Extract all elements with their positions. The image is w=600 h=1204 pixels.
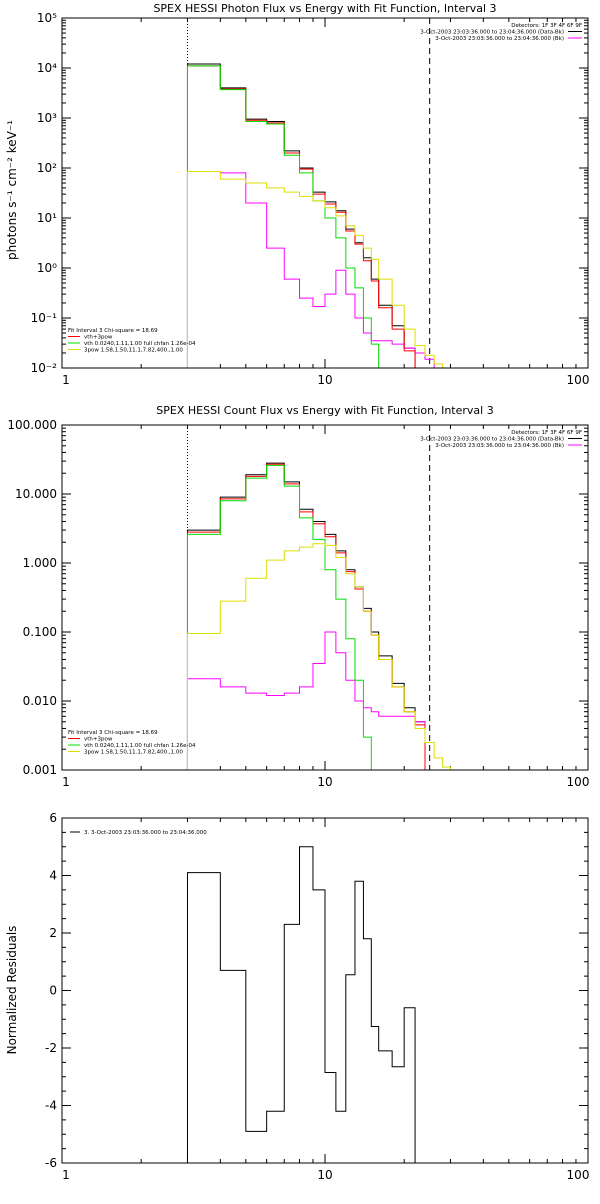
series-group — [186, 63, 444, 368]
series-group — [186, 846, 416, 1163]
legend-fit-header: Fit Interval 3 Chi-square = 18.69 — [68, 328, 158, 334]
x-tick-label: 1 — [62, 373, 70, 387]
legend-entry: 3-Oct-2003 23:03:36.000 to 23:04:36.000 … — [435, 36, 564, 42]
chart-title: SPEX HESSI Photon Flux vs Energy with Fi… — [153, 2, 496, 15]
y-tick-label: 0.001 — [23, 763, 57, 777]
y-axis-ticks: 10⁻² 10⁻¹ 10⁰ 10¹ 10² 10³ 10⁴ 10⁵ — [31, 11, 588, 375]
x-tick-label: 10 — [317, 775, 332, 789]
series-3pow-line — [186, 543, 451, 770]
legend-entry: 3-Oct-2003 23:03:36.000 to 23:04:36.000 … — [420, 437, 564, 443]
x-tick-label: 1 — [62, 775, 70, 789]
legend-top-right: Detectors: 1F 3F 4F 6F 9F3-Oct-2003 23:0… — [420, 430, 582, 449]
x-tick-label: 10 — [317, 1168, 332, 1182]
legend-detectors: Detectors: 1F 3F 4F 6F 9F — [511, 430, 582, 436]
x-tick-label: 100 — [567, 775, 590, 789]
x-tick-label: 1 — [62, 1168, 70, 1182]
series-bk-line — [186, 171, 435, 368]
series-group — [186, 462, 451, 770]
count-flux-panel: SPEX HESSI Count Flux vs Energy with Fit… — [7, 404, 590, 789]
y-tick-label: 0.100 — [23, 625, 57, 639]
y-tick-label: 1.000 — [23, 556, 57, 570]
y-tick-label: 6 — [49, 811, 57, 825]
series-data-bk-line — [186, 63, 416, 368]
series-data-bk-line — [186, 462, 426, 770]
plot-frame — [61, 17, 589, 369]
legend-entry: vth+3pow — [84, 335, 113, 341]
y-tick-label: 0.010 — [23, 694, 57, 708]
legend-bottom-left: Fit Interval 3 Chi-square = 18.69vth+3po… — [68, 328, 196, 354]
legend-fit-header: Fit Interval 3 Chi-square = 18.69 — [68, 730, 158, 736]
chart-title: SPEX HESSI Count Flux vs Energy with Fit… — [156, 404, 493, 417]
y-tick-label: 10⁻¹ — [31, 311, 58, 325]
residuals-panel: Normalized Residuals 1 10 100 -6 -4 -2 0 2 4 6 3. 3… — [5, 811, 590, 1182]
legend-entry: 3-Oct-2003 23:03:36.000 to 23:04:36.000 … — [420, 30, 564, 36]
legend-entry: vth 0.0240,1.11,1.00 full chfan 1.26e-04 — [84, 743, 196, 749]
plot-frame — [61, 817, 589, 1164]
y-axis-ticks: 0.001 0.010 0.100 1.000 10.000 100.000 — [7, 418, 588, 777]
y-tick-label: 10² — [37, 161, 57, 175]
legend-entry: 3-Oct-2003 23:03:36.000 to 23:04:36.000 … — [435, 443, 564, 449]
y-tick-label: -6 — [45, 1156, 57, 1170]
y-tick-label: -2 — [45, 1041, 57, 1055]
legend-bottom-left: Fit Interval 3 Chi-square = 18.69vth+3po… — [68, 730, 196, 756]
series-vth-line — [186, 65, 380, 368]
series-vth-line — [186, 464, 372, 770]
y-tick-label: 10³ — [37, 111, 57, 125]
y-tick-label: 10⁴ — [37, 61, 57, 75]
y-tick-label: 10⁰ — [37, 261, 57, 275]
legend-top-left: 3. 3-Oct-2003 23:03:36.000 to 23:04:36.0… — [70, 830, 207, 836]
y-tick-label: 10¹ — [37, 211, 57, 225]
y-axis-label: Normalized Residuals — [5, 926, 19, 1055]
series-3-line — [186, 846, 416, 1163]
legend-top-right: Detectors: 1F 3F 4F 6F 9F3-Oct-2003 23:0… — [420, 23, 582, 42]
y-tick-label: 10⁻² — [31, 361, 58, 375]
y-tick-label: 10.000 — [15, 487, 57, 501]
y-axis-label: photons s⁻¹ cm⁻² keV⁻¹ — [5, 120, 19, 260]
legend-detectors: Detectors: 1F 3F 4F 6F 9F — [511, 23, 582, 29]
y-tick-label: 4 — [49, 869, 57, 883]
y-axis-ticks: -6 -4 -2 0 2 4 6 — [45, 811, 588, 1170]
y-tick-label: 10⁵ — [37, 11, 57, 25]
legend-entry: vth 0.0240,1.11,1.00 full chfan 1.26e-04 — [84, 341, 196, 347]
y-tick-label: 0 — [49, 984, 57, 998]
x-tick-label: 100 — [567, 1168, 590, 1182]
plot-frame — [61, 424, 589, 771]
legend-entry: 3pow 1.58,1.50,11.1,7.82,400.,1.00 — [84, 750, 183, 756]
legend-entry: 3. 3-Oct-2003 23:03:36.000 to 23:04:36.0… — [84, 830, 207, 836]
photon-flux-panel: SPEX HESSI Photon Flux vs Energy with Fi… — [5, 2, 590, 387]
series-vth-3pow-line — [186, 65, 416, 368]
series-3pow-line — [186, 171, 444, 368]
legend-entry: vth+3pow — [84, 737, 113, 743]
x-tick-label: 10 — [317, 373, 332, 387]
series-bk-line — [186, 631, 426, 770]
y-tick-label: -4 — [45, 1099, 57, 1113]
x-tick-label: 100 — [567, 373, 590, 387]
x-axis-ticks: 1 10 100 — [61, 818, 590, 1182]
y-tick-label: 2 — [49, 926, 57, 940]
y-tick-label: 100.000 — [7, 418, 57, 432]
legend-entry: 3pow 1.58,1.50,11.1,7.82,400.,1.00 — [84, 348, 183, 354]
